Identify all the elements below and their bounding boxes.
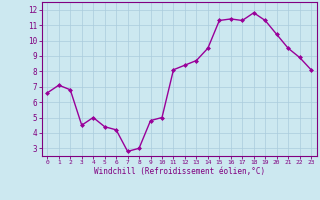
X-axis label: Windchill (Refroidissement éolien,°C): Windchill (Refroidissement éolien,°C): [94, 167, 265, 176]
